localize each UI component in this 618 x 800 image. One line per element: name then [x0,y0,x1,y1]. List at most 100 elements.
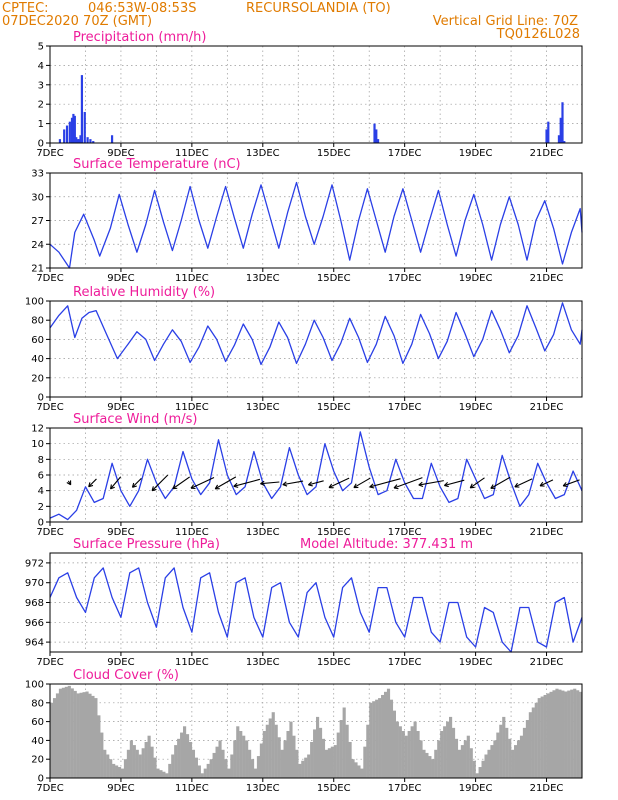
wind-vector-shaft [282,480,304,486]
x-tick-label: 13DEC [246,273,280,284]
temperature-line [49,181,583,269]
cloud-bar [330,746,334,778]
cloud-bar [570,689,574,778]
precip-bar [547,121,550,143]
y-tick-label: 1 [38,119,44,130]
wind-vector [353,477,371,489]
cloud-bar [463,740,467,778]
cloud-bar [64,686,68,778]
x-tick-label: 19DEC [459,273,493,284]
wind-vector-shaft [190,476,215,489]
wind-vector [418,480,444,487]
cloud-bar [481,760,485,778]
cloud-bar [522,727,527,778]
wind-vector-head [369,486,375,489]
cloud-bar [230,754,234,778]
wind-vector-head [328,483,333,488]
cloud-bar [401,731,405,778]
precip-bar [92,141,95,143]
cloud-bar [519,735,524,778]
wind-vector-shaft [110,476,122,490]
precip-bar [83,111,86,143]
cloud-bar [132,745,136,778]
precip-bar [557,135,561,143]
wind-vector [307,480,324,487]
header-code: TQ0126L028 [496,27,580,42]
cloud-bar [233,740,237,778]
cloud-bar [147,735,151,778]
cloud-bar [378,698,382,778]
cloud-bar [466,735,470,778]
x-tick-label: 7DEC [36,527,63,538]
wind-vector [214,476,237,490]
x-tick-label: 15DEC [317,783,351,794]
x-tick-label: 9DEC [107,148,134,159]
precip-bar [68,121,71,143]
wind-vector-head [443,481,449,486]
cloud-bar [351,759,355,778]
cloud-bar [313,729,317,778]
wind-vector-shaft [233,478,261,487]
panel-temperature: 21 24 27 30 33 7DEC 9DEC 11DEC 13DEC 15DEC 17DEC 19… [31,157,583,284]
y-tick-label: 0 [38,393,44,404]
y-tick-label: 0 [38,518,44,529]
cloud-bar [82,692,86,778]
cloud-bar [203,768,207,778]
wind-vector-head [562,482,567,487]
cloud-bar [115,765,119,778]
x-tick-label: 19DEC [459,402,493,413]
panel-title: Cloud Cover (%) [73,668,179,683]
cloud-bar [292,735,296,778]
wind-vector-shaft [514,478,533,488]
x-tick-label: 21DEC [530,783,564,794]
y-tick-label: 12 [31,424,44,435]
precip-bar [563,141,566,143]
y-tick-label: 27 [31,216,44,227]
cloud-bar [103,749,107,778]
y-tick-label: 968 [25,598,44,609]
precip-bar [545,129,548,143]
y-tick-label: 100 [25,297,44,308]
x-tick-label: 15DEC [317,657,351,668]
y-tick-label: 970 [25,578,44,589]
x-tick-label: 11DEC [175,148,209,159]
cloud-bar [558,689,562,778]
wind-vector-shaft [393,477,423,489]
cloud-bar [449,716,453,778]
cloud-bar [262,731,266,778]
cloud-bar [298,763,302,778]
y-tick-label: 21 [31,264,44,275]
wind-vector [233,478,261,488]
cloud-bar [250,759,255,778]
wind-vector-shaft [151,474,169,492]
cloud-bar [165,773,169,778]
y-tick-label: 60 [31,717,44,728]
precip-bar [77,139,81,143]
header-location: RECURSOLANDIA (TO) [246,1,391,16]
cloud-bar [431,759,435,778]
cloud-bar [579,691,583,778]
cloud-bar [159,770,163,778]
wind-vector [369,478,401,489]
cloud-bar [484,754,488,778]
wind-vector-shaft [214,476,237,490]
wind-vector [514,478,533,488]
cloud-bar [94,698,98,778]
wind-vector-head [353,483,357,488]
cloud-bar [363,746,367,778]
cloud-bar [339,720,343,778]
y-tick-label: 20 [31,755,44,766]
cloud-bar [525,720,529,778]
cloud-bar [381,694,385,778]
y-tick-label: 2 [38,100,44,111]
wind-vector [131,477,142,488]
cloud-bar [171,754,175,778]
cloud-bar [50,702,54,778]
cloud-bar [206,763,210,778]
wind-vector [469,477,485,489]
cloud-bar [375,699,379,778]
wind-vector-head [393,487,399,490]
cloud-bar [162,771,166,778]
cloud-bar [576,690,580,778]
wind-vector-head [369,483,374,488]
